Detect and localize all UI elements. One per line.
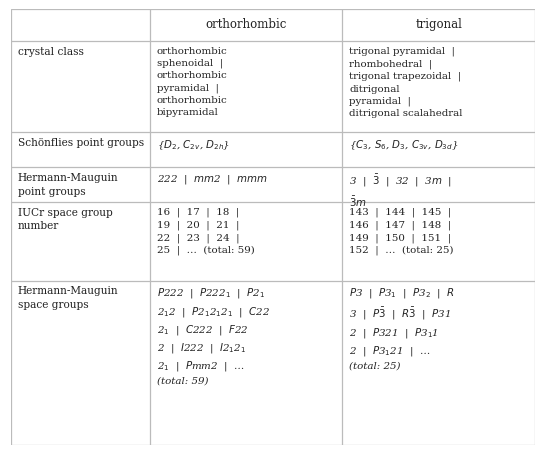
Text: 222  |  $mm$2  |  $mmm$: 222 | $mm$2 | $mmm$ [157, 173, 267, 186]
Text: Schönflies point groups: Schönflies point groups [17, 138, 144, 148]
Text: $P$3  |  $P$3$_1$  |  $P$3$_2$  |  $R$
3  |  $P\bar{3}$  |  $R\bar{3}$  |  $P$31: $P$3 | $P$3$_1$ | $P$3$_2$ | $R$ 3 | $P\… [349, 286, 455, 370]
Text: 3  |  $\bar{3}$  |  32  |  3$m$  |
$\bar{3}$$m$: 3 | $\bar{3}$ | 32 | 3$m$ | $\bar{3}$$m$ [349, 173, 452, 208]
Text: trigonal: trigonal [415, 19, 462, 31]
Text: IUCr space group
number: IUCr space group number [17, 208, 112, 232]
Text: 16  |  17  |  18  |
19  |  20  |  21  |
22  |  23  |  24  |
25  |  …  (total: 59: 16 | 17 | 18 | 19 | 20 | 21 | 22 | 23 | … [157, 208, 254, 256]
Text: $P$222  |  $P$222$_1$  |  $P$2$_1$
2$_1$2  |  $P$2$_1$2$_1$2$_1$  |  $C$22
2$_1$: $P$222 | $P$222$_1$ | $P$2$_1$ 2$_1$2 | … [157, 286, 270, 385]
Text: {$D_2$, $C_{2v}$, $D_{2h}$}: {$D_2$, $C_{2v}$, $D_{2h}$} [157, 138, 230, 152]
Text: Hermann-Mauguin
space groups: Hermann-Mauguin space groups [17, 286, 118, 310]
Text: crystal class: crystal class [17, 47, 84, 57]
Text: {$C_3$, $S_6$, $D_3$, $C_{3v}$, $D_{3d}$}: {$C_3$, $S_6$, $D_3$, $C_{3v}$, $D_{3d}$… [349, 138, 459, 152]
Text: orthorhombic: orthorhombic [205, 19, 287, 31]
Text: trigonal pyramidal  |
rhombohedral  |
trigonal trapezoidal  |
ditrigonal
pyramid: trigonal pyramidal | rhombohedral | trig… [349, 47, 462, 118]
Text: 143  |  144  |  145  |
146  |  147  |  148  |
149  |  150  |  151  |
152  |  …  : 143 | 144 | 145 | 146 | 147 | 148 | 149 … [349, 208, 454, 256]
Text: Hermann-Mauguin
point groups: Hermann-Mauguin point groups [17, 173, 118, 197]
Text: orthorhombic
sphenoidal  |
orthorhombic
pyramidal  |
orthorhombic
bipyramidal: orthorhombic sphenoidal | orthorhombic p… [157, 47, 227, 117]
